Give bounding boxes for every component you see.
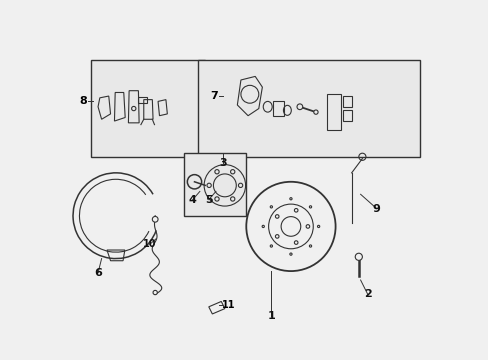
Text: 7: 7: [210, 91, 218, 101]
Bar: [198, 60, 419, 157]
Text: 4: 4: [188, 195, 196, 204]
Text: 9: 9: [372, 203, 380, 213]
Text: 10: 10: [143, 239, 156, 249]
Circle shape: [153, 291, 157, 295]
Text: 5: 5: [204, 195, 212, 204]
Bar: [272, 102, 283, 116]
Circle shape: [296, 104, 302, 110]
Text: 2: 2: [363, 289, 371, 299]
Circle shape: [281, 217, 300, 236]
Text: 11: 11: [221, 300, 235, 310]
Bar: [183, 153, 246, 216]
Bar: [138, 97, 147, 103]
Text: 8: 8: [80, 96, 87, 107]
Bar: [91, 60, 205, 157]
Text: 3: 3: [219, 158, 226, 168]
Text: 1: 1: [267, 311, 275, 321]
Text: 6: 6: [94, 268, 102, 278]
Circle shape: [313, 110, 317, 114]
Circle shape: [152, 216, 158, 222]
Circle shape: [354, 253, 362, 260]
